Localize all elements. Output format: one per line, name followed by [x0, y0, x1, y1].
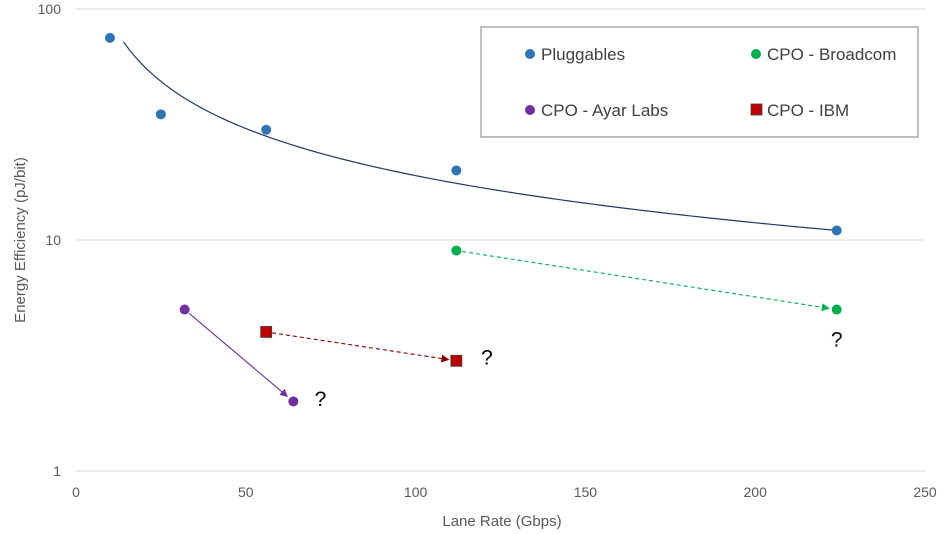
legend: Pluggables CPO - Broadcom CPO - Ayar Lab… — [480, 26, 919, 138]
data-point-cpo-ibm — [450, 354, 463, 367]
trendline-layer — [123, 41, 837, 232]
question-mark-annotation: ? — [481, 346, 493, 369]
arrow-cpo-ibm — [272, 332, 450, 363]
legend-label-broadcom: CPO - Broadcom — [767, 45, 896, 64]
arrow-cpo-ayar-labs — [188, 312, 288, 397]
x-tick-label: 250 — [913, 484, 937, 500]
data-point-pluggables — [155, 109, 166, 120]
legend-marker-ibm — [750, 103, 763, 116]
tick-labels: 1 10 100 0 50 100 150 200 250 — [38, 1, 937, 500]
annotation-layer: ??? — [315, 329, 843, 411]
data-point-pluggables — [261, 124, 272, 135]
question-mark-annotation: ? — [315, 388, 327, 411]
question-mark-annotation: ? — [831, 329, 843, 352]
data-point-cpo-ayar-labs — [288, 396, 299, 407]
x-tick-label: 200 — [744, 484, 768, 500]
legend-marker-pluggables — [525, 49, 535, 59]
legend-label-ibm: CPO - IBM — [767, 101, 849, 120]
x-axis-title: Lane Rate (Gbps) — [442, 513, 561, 530]
data-point-pluggables — [104, 32, 115, 43]
legend-label-ayar-labs: CPO - Ayar Labs — [541, 101, 668, 120]
y-tick-label: 10 — [45, 232, 61, 248]
arrow-cpo-broadcom — [462, 250, 830, 312]
x-tick-label: 150 — [574, 484, 598, 500]
y-axis-title: Energy Efficiency (pJ/bit) — [12, 157, 29, 323]
data-point-pluggables — [831, 225, 842, 236]
x-tick-label: 100 — [404, 484, 428, 500]
data-point-cpo-ibm — [260, 326, 273, 338]
legend-marker-ayar-labs — [525, 105, 535, 115]
legend-label-pluggables: Pluggables — [541, 45, 625, 64]
legend-box — [480, 26, 919, 138]
pluggables-trendline — [123, 41, 837, 232]
data-point-cpo-broadcom — [451, 245, 462, 256]
x-tick-label: 0 — [72, 484, 80, 500]
grid — [76, 8, 925, 472]
y-tick-label: 100 — [38, 1, 62, 17]
legend-marker-broadcom — [751, 49, 761, 59]
x-tick-label: 50 — [238, 484, 254, 500]
point-layer — [104, 32, 842, 407]
data-point-pluggables — [451, 165, 462, 176]
data-point-cpo-broadcom — [831, 304, 842, 315]
data-point-cpo-ayar-labs — [179, 304, 190, 315]
y-tick-label: 1 — [53, 463, 61, 479]
arrow-layer — [188, 250, 830, 397]
